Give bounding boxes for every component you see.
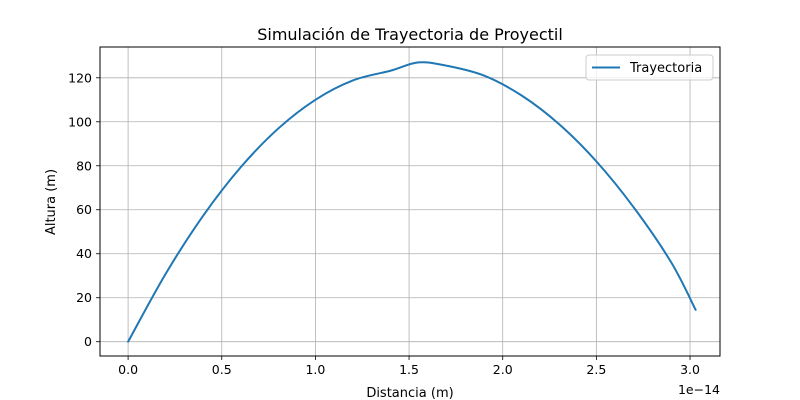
- legend: Trayectoria: [585, 54, 714, 81]
- y-tick-label: 80: [76, 158, 92, 173]
- x-tick-label: 1.5: [399, 362, 419, 377]
- y-tick-label: 100: [68, 114, 92, 129]
- axis-ticks: 0.0 0.5 1.0 1.5 2.0 2.5 3.0 0 20 40 60 80 100 120: [68, 70, 700, 377]
- y-tick-label: 0: [84, 334, 92, 349]
- x-tick-label: 1.0: [305, 362, 325, 377]
- x-tick-label: 2.5: [586, 362, 606, 377]
- y-tick-label: 120: [68, 70, 92, 85]
- legend-label: Trayectoria: [629, 61, 702, 76]
- plot-area-frame: [99, 46, 721, 357]
- x-tick-label: 0.5: [212, 362, 232, 377]
- legend-box: [585, 54, 714, 81]
- x-tick-label: 3.0: [680, 362, 700, 377]
- x-axis-offset-label: 1e−14: [678, 382, 720, 397]
- y-tick-label: 60: [76, 202, 92, 217]
- chart-title: Simulación de Trayectoria de Proyectil: [257, 25, 563, 44]
- grid-lines: [100, 47, 720, 356]
- x-tick-label: 2.0: [493, 362, 513, 377]
- y-tick-label: 40: [76, 246, 92, 261]
- y-tick-label: 20: [76, 290, 92, 305]
- series-layer: [127, 61, 697, 343]
- y-axis-label: Altura (m): [44, 169, 59, 235]
- series-line-trayectoria: [127, 61, 697, 343]
- x-tick-label: 0.0: [118, 362, 138, 377]
- x-axis-label: Distancia (m): [366, 386, 453, 400]
